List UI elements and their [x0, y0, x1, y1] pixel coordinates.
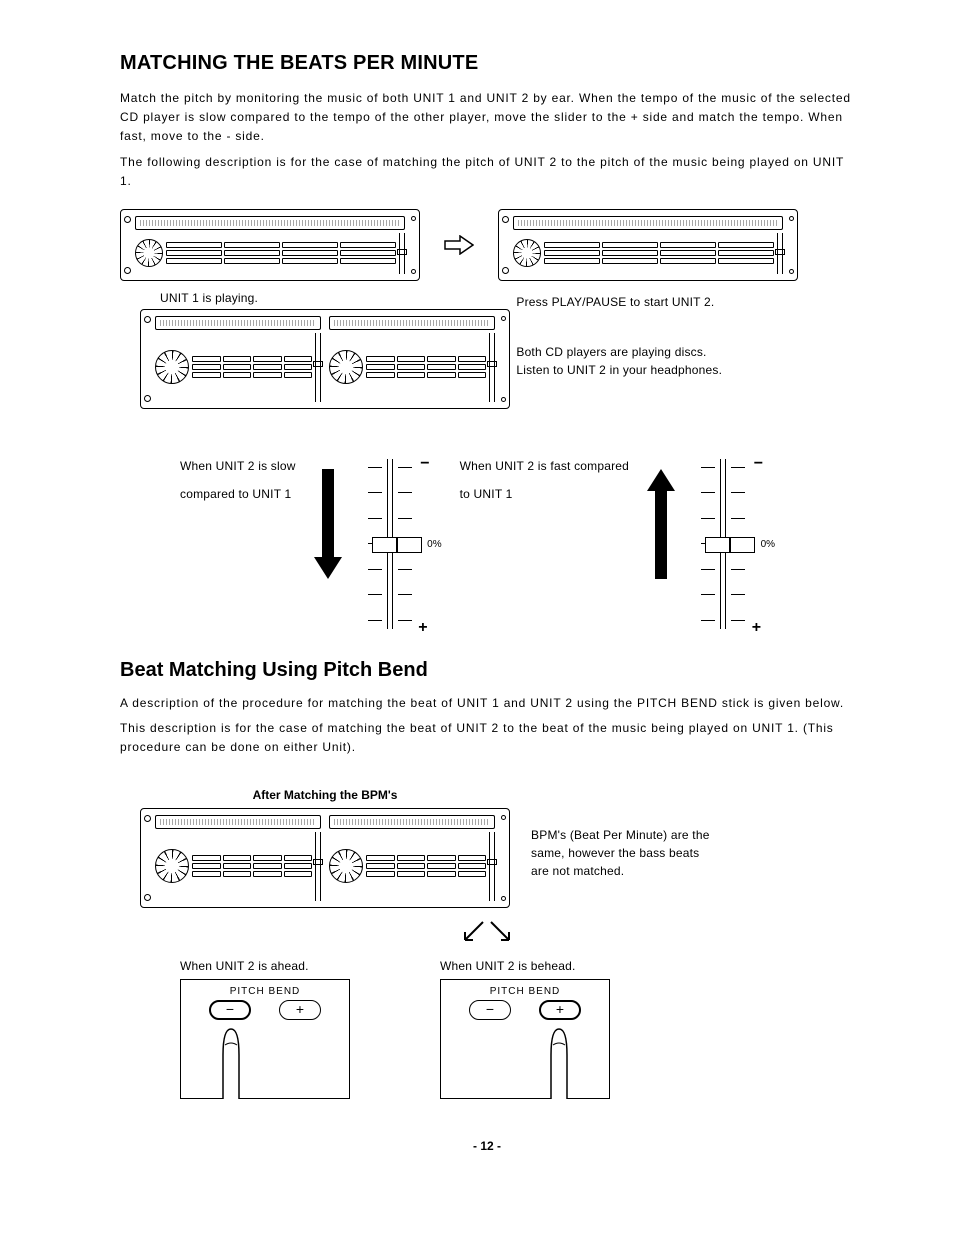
plus-icon: + — [418, 619, 427, 637]
caption-unit2-slow-line2: compared to UNIT 1 — [180, 487, 296, 501]
section2-para2: This description is for the case of matc… — [120, 719, 854, 757]
pitch-bend-plus-button[interactable]: + — [539, 1000, 581, 1020]
zero-percent-label: 0% — [761, 539, 775, 550]
zero-percent-label: 0% — [427, 539, 441, 550]
caption-bpm-same-3: are not matched. — [531, 864, 710, 878]
plus-icon: + — [752, 619, 761, 637]
caption-unit2-fast-line1: When UNIT 2 is fast compared — [460, 459, 629, 473]
unit1-diagram-small — [120, 209, 420, 281]
arrow-right-icon — [444, 235, 474, 255]
pitch-bend-label: PITCH BEND — [441, 986, 609, 997]
caption-bpm-same-2: same, however the bass beats — [531, 846, 710, 860]
caption-press-play: Press PLAY/PAUSE to start UNIT 2. — [516, 295, 722, 309]
arrow-down-icon — [314, 469, 342, 579]
section1-heading: MATCHING THE BEATS PER MINUTE — [120, 52, 854, 75]
dual-unit-diagram-1 — [140, 309, 510, 409]
finger-icon — [203, 1021, 259, 1099]
pitch-bend-minus-button[interactable]: − — [209, 1000, 251, 1020]
minus-icon: − — [420, 455, 429, 473]
diagonal-arrows-icon — [120, 918, 854, 953]
finger-icon — [531, 1021, 587, 1099]
caption-listen-headphones: Listen to UNIT 2 in your headphones. — [516, 363, 722, 377]
pitch-bend-box-ahead: PITCH BEND − + — [180, 979, 350, 1099]
pitch-bend-label: PITCH BEND — [181, 986, 349, 997]
caption-bpm-same-1: BPM's (Beat Per Minute) are the — [531, 828, 710, 842]
section1-para1: Match the pitch by monitoring the music … — [120, 89, 854, 147]
caption-after-matching-bpm: After Matching the BPM's — [140, 788, 510, 802]
caption-unit2-fast-line2: to UNIT 1 — [460, 487, 629, 501]
page-number: - 12 - — [120, 1139, 854, 1153]
unit2-diagram-small — [498, 209, 798, 281]
pitch-bend-box-behead: PITCH BEND − + — [440, 979, 610, 1099]
section2-heading: Beat Matching Using Pitch Bend — [120, 659, 854, 682]
caption-both-playing: Both CD players are playing discs. — [516, 345, 722, 359]
caption-unit2-slow-line1: When UNIT 2 is slow — [180, 459, 296, 473]
minus-icon: − — [754, 455, 763, 473]
section2-para1: A description of the procedure for match… — [120, 694, 854, 713]
section1-para2: The following description is for the cas… — [120, 153, 854, 191]
pitch-bend-minus-button[interactable]: − — [469, 1000, 511, 1020]
caption-unit1-playing: UNIT 1 is playing. — [160, 291, 516, 305]
caption-unit2-ahead: When UNIT 2 is ahead. — [180, 959, 350, 973]
dual-unit-diagram-2 — [140, 808, 510, 908]
pitch-slider-fast: − + 0% — [693, 459, 753, 629]
caption-unit2-behead: When UNIT 2 is behead. — [440, 959, 610, 973]
arrow-up-icon — [647, 469, 675, 579]
pitch-slider-slow: − + 0% — [360, 459, 420, 629]
pitch-bend-plus-button[interactable]: + — [279, 1000, 321, 1020]
